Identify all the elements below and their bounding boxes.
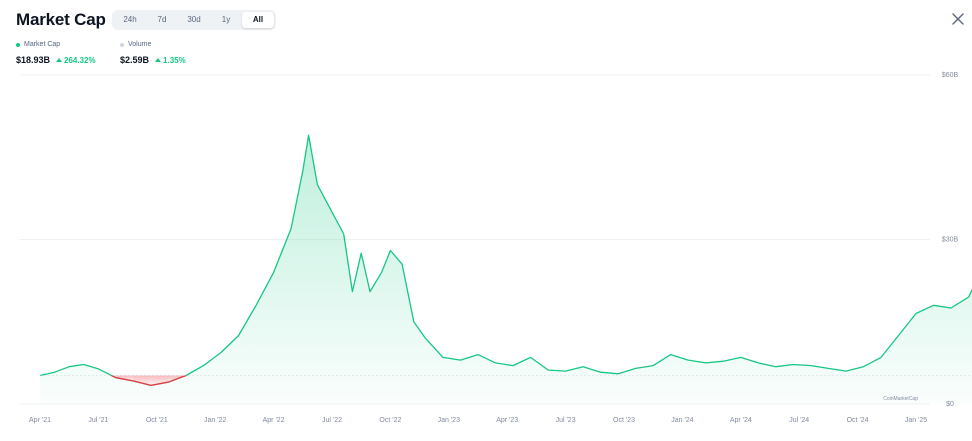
x-tick-label: Jul '23 [556, 417, 576, 424]
x-tick-label: Apr '22 [263, 417, 285, 424]
volume-value: $2.59B [120, 55, 150, 65]
market-cap-change-value: 264.32% [64, 55, 96, 65]
x-tick-label: Oct '22 [379, 417, 401, 424]
close-icon[interactable] [950, 11, 966, 27]
watermark: CoinMarketCap [883, 396, 918, 402]
legend-market-cap[interactable]: Market Cap [16, 41, 60, 48]
x-tick-label: Jan '22 [204, 417, 226, 424]
below-start-line [133, 380, 152, 386]
tab-all[interactable]: All [242, 12, 274, 28]
below-start-line [111, 374, 117, 379]
legend-market-cap-label: Market Cap [24, 41, 61, 48]
caret-up-icon [56, 58, 63, 62]
tab-30d[interactable]: 30d [187, 15, 201, 24]
volume-change: 1.35% [155, 56, 186, 65]
x-tick-label: Oct '24 [847, 417, 869, 424]
page-title: Market Cap [16, 10, 106, 29]
legend-volume[interactable]: Volume [120, 41, 151, 48]
x-tick-label: Oct '21 [146, 417, 168, 424]
x-tick-label: Oct '23 [613, 417, 635, 424]
caret-up-icon [155, 58, 162, 62]
x-tick-label: Jan '25 [905, 417, 927, 424]
x-tick-label: Apr '23 [496, 417, 518, 424]
x-tick-label: Jul '22 [322, 417, 342, 424]
x-tick-label: Jul '24 [789, 417, 809, 424]
tab-1y[interactable]: 1y [221, 15, 231, 24]
x-tick-label: Jul '21 [88, 417, 108, 424]
market-cap-area [40, 135, 972, 404]
y-tick-label: $60B [942, 72, 959, 79]
time-range-tabs: 24h 7d 30d 1y All [112, 10, 276, 30]
market-cap-value: $18.93B [16, 55, 51, 65]
x-tick-label: Jan '23 [438, 417, 460, 424]
volume-change-value: 1.35% [163, 55, 186, 65]
y-tick-label: $30B [942, 237, 959, 244]
market-cap-change: 264.32% [56, 56, 96, 65]
x-tick-label: Apr '24 [730, 417, 752, 424]
volume-stat: $2.59B 1.35% [120, 55, 186, 65]
x-tick-label: Jan '24 [671, 417, 693, 424]
below-start-line [150, 381, 169, 386]
tab-24h[interactable]: 24h [123, 15, 137, 24]
below-start-line [115, 377, 134, 382]
x-tick-label: Apr '21 [29, 417, 51, 424]
tab-7d[interactable]: 7d [157, 15, 167, 24]
market-cap-dot-icon [16, 42, 20, 47]
below-start-line [168, 374, 187, 383]
below-start-area [133, 375, 151, 386]
volume-dot-icon [120, 42, 124, 47]
market-cap-stat: $18.93B 264.32% [16, 55, 96, 65]
y-tick-label: $0 [946, 401, 954, 408]
market-cap-line [39, 134, 972, 387]
legend-volume-label: Volume [128, 41, 152, 48]
